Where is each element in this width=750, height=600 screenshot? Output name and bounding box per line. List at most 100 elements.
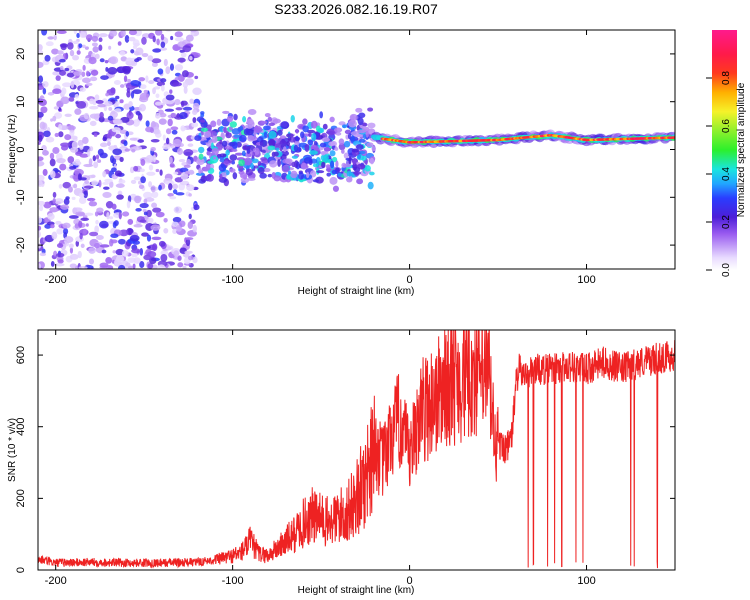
heatmap-cell: [78, 192, 85, 198]
heatmap-cell: [113, 144, 117, 148]
heatmap-cell: [66, 125, 76, 131]
heatmap-cell: [98, 179, 102, 188]
heatmap-cell: [123, 75, 128, 83]
heatmap-cell: [127, 78, 132, 83]
heatmap-cell: [172, 228, 178, 234]
heatmap-cell: [224, 145, 232, 150]
heatmap-cell: [94, 242, 100, 249]
heatmap-cell: [333, 127, 343, 133]
heatmap-cell: [64, 236, 74, 244]
heatmap-cell: [59, 43, 68, 48]
heatmap-cell: [160, 41, 166, 48]
heatmap-cell: [267, 145, 276, 151]
heatmap-cell: [184, 170, 190, 175]
heatmap-cell: [162, 144, 171, 150]
heatmap-cell: [38, 180, 43, 187]
heatmap-cell: [38, 84, 45, 90]
heatmap-cell: [243, 157, 253, 166]
heatmap-cell: [139, 260, 145, 268]
heatmap-cell: [104, 59, 109, 64]
heatmap-cell: [122, 211, 130, 217]
heatmap-cell: [120, 30, 126, 37]
heatmap-cell: [167, 192, 174, 197]
snr-xtick-label: 0: [407, 575, 413, 587]
heatmap-cell: [251, 151, 256, 157]
heatmap-cell: [112, 118, 123, 125]
heatmap-cell: [77, 139, 84, 147]
heatmap-cell: [85, 34, 93, 41]
heatmap-cell: [219, 158, 225, 163]
colorbar-tick-label: 0.8: [721, 71, 732, 85]
heatmap-cell: [192, 102, 200, 110]
heatmap-cell: [272, 118, 281, 124]
heatmap-cell: [323, 147, 331, 152]
heatmap-cell: [96, 207, 104, 213]
heatmap-cell: [359, 150, 366, 155]
heatmap-cell: [165, 128, 172, 135]
heatmap-cell: [246, 148, 251, 154]
heatmap-cell: [207, 147, 213, 152]
heatmap-cell: [76, 100, 87, 109]
heatmap-cell: [298, 147, 302, 152]
heatmap-cell: [182, 45, 192, 53]
heatmap-cell: [42, 149, 49, 156]
heatmap-cell: [338, 121, 346, 126]
heatmap-cell: [112, 250, 117, 254]
heatmap-cell: [102, 181, 110, 185]
heatmap-cell: [145, 120, 150, 128]
heatmap-cell: [53, 106, 60, 110]
heatmap-cell: [81, 71, 86, 77]
heatmap-cell: [140, 158, 146, 166]
heatmap-cell: [56, 243, 64, 248]
heatmap-cell: [371, 145, 376, 152]
heatmap-cell: [68, 243, 74, 249]
heatmap-cell: [38, 98, 47, 106]
heatmap-cell: [357, 117, 364, 126]
heatmap-cell: [70, 147, 79, 153]
heatmap-cell: [369, 171, 375, 176]
heatmap-cell: [133, 223, 143, 228]
heatmap-cell: [348, 119, 357, 128]
heatmap-cell: [95, 219, 99, 225]
heatmap-cell: [192, 109, 198, 116]
heatmap-cell: [306, 129, 316, 134]
heatmap-cell: [169, 63, 175, 71]
heatmap-cell: [184, 250, 193, 255]
heatmap-cell: [313, 141, 318, 147]
heatmap-cell: [104, 101, 113, 107]
heatmap-cell: [108, 45, 112, 50]
heatmap-cell: [348, 175, 353, 182]
heatmap-cell: [91, 180, 99, 186]
heatmap-cell: [152, 129, 161, 135]
heatmap-cell: [130, 60, 138, 67]
heatmap-cell: [223, 126, 227, 134]
heatmap-cell: [38, 230, 41, 238]
heatmap-cell: [89, 76, 98, 82]
heatmap-cell: [133, 165, 139, 172]
heatmap-cell: [348, 156, 352, 165]
heatmap-cell: [89, 231, 99, 237]
heatmap-cell: [69, 247, 74, 254]
heatmap-cell: [73, 30, 77, 35]
heatmap-cell: [39, 121, 46, 130]
heatmap-cell: [210, 142, 214, 150]
colorbar-tick-label: 0.0: [721, 263, 732, 277]
heatmap-cell: [105, 201, 114, 209]
heatmap-cell: [130, 49, 135, 54]
spectrogram-xtick-label: 100: [577, 274, 595, 286]
heatmap-cell: [82, 64, 86, 71]
heatmap-cell: [194, 135, 202, 142]
heatmap-cell: [239, 134, 247, 143]
heatmap-cell: [125, 262, 131, 267]
heatmap-cell: [114, 170, 123, 177]
heatmap-cell: [94, 94, 100, 101]
heatmap-cell: [226, 115, 234, 123]
heatmap-cell: [54, 112, 63, 119]
heatmap-cell: [189, 98, 195, 104]
heatmap-cell: [39, 205, 44, 212]
heatmap-cell: [63, 198, 70, 206]
heatmap-cell: [139, 248, 144, 256]
heatmap-cell: [203, 130, 212, 138]
heatmap-cell: [124, 34, 130, 43]
heatmap-cell: [351, 148, 360, 153]
